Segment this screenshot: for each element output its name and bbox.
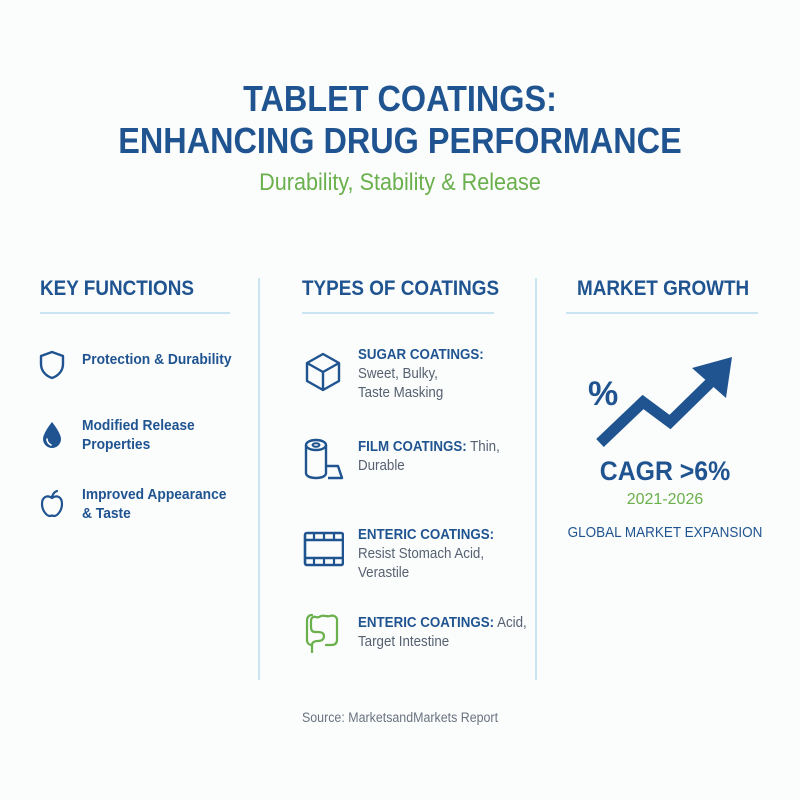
key-function-label-line2: & Taste — [82, 505, 131, 522]
shield-icon — [39, 350, 65, 380]
coating-type-item: ENTERIC COATINGS: Resist Stomach Acid, V… — [302, 526, 506, 583]
coating-type-item: SUGAR COATINGS: Sweet, Bulky, Taste Mask… — [302, 346, 495, 403]
column-divider-right — [535, 278, 537, 680]
key-function-label: Modified Release — [82, 417, 195, 434]
coating-type-desc-inline: Acid, — [494, 615, 527, 631]
cagr-years: 2021-2026 — [626, 491, 704, 508]
coating-type-desc: Target Intestine — [358, 634, 450, 650]
coating-type-desc: Sweet, Bulky, — [358, 366, 438, 382]
cube-icon — [305, 352, 341, 392]
film-strip-icon — [303, 531, 344, 567]
key-functions-rule — [40, 312, 230, 314]
coating-type-item: FILM COATINGS: Thin, Durable — [302, 438, 512, 482]
header: TABLET COATINGS: ENHANCING DRUG PERFORMA… — [0, 78, 800, 198]
coating-type-desc-inline: Thin, — [466, 439, 500, 455]
market-growth-rule — [566, 312, 758, 314]
market-caption: GLOBAL MARKET EXPANSION — [567, 524, 763, 541]
key-function-item: Improved Appearance & Taste — [38, 485, 239, 523]
coating-type-label: FILM COATINGS: — [358, 439, 467, 455]
coating-type-desc: Durable — [358, 458, 405, 474]
page-title-line2: ENHANCING DRUG PERFORMANCE — [118, 120, 682, 161]
types-of-coatings-rule — [302, 312, 494, 314]
types-of-coatings-heading: TYPES OF COATINGS — [302, 277, 500, 300]
coating-type-label: ENTERIC COATINGS: — [358, 527, 495, 543]
key-function-item: Modified Release Properties — [38, 416, 205, 454]
intestine-icon — [305, 613, 339, 654]
page-title-line1: TABLET COATINGS: — [243, 78, 557, 119]
page-subtitle: Durability, Stability & Release — [259, 169, 541, 196]
percent-symbol: % — [588, 375, 619, 413]
apple-icon — [40, 489, 64, 518]
coating-type-desc: Resist Stomach Acid, — [358, 546, 485, 562]
coating-type-label: ENTERIC COATINGS: — [358, 615, 495, 631]
coating-type-item: ENTERIC COATINGS: Acid, Target Intestine — [302, 612, 541, 656]
coating-type-desc: Verastile — [358, 565, 410, 581]
column-divider-left — [258, 278, 260, 680]
source-citation: Source: MarketsandMarkets Report — [301, 710, 499, 725]
key-function-item: Protection & Durability — [38, 350, 245, 380]
droplet-icon — [43, 422, 61, 448]
key-functions-heading: KEY FUNCTIONS — [40, 277, 195, 300]
market-growth-heading: MARKET GROWTH — [577, 277, 750, 300]
cagr-value: CAGR >6% — [599, 456, 731, 486]
growth-arrow-icon — [596, 357, 732, 447]
key-function-label: Improved Appearance — [82, 486, 227, 503]
key-function-label: Protection & Durability — [82, 351, 232, 368]
coating-type-desc: Taste Masking — [358, 385, 444, 401]
key-function-label-line2: Properties — [82, 436, 151, 453]
coating-type-label: SUGAR COATINGS: — [358, 347, 484, 363]
film-roll-icon — [304, 438, 344, 480]
